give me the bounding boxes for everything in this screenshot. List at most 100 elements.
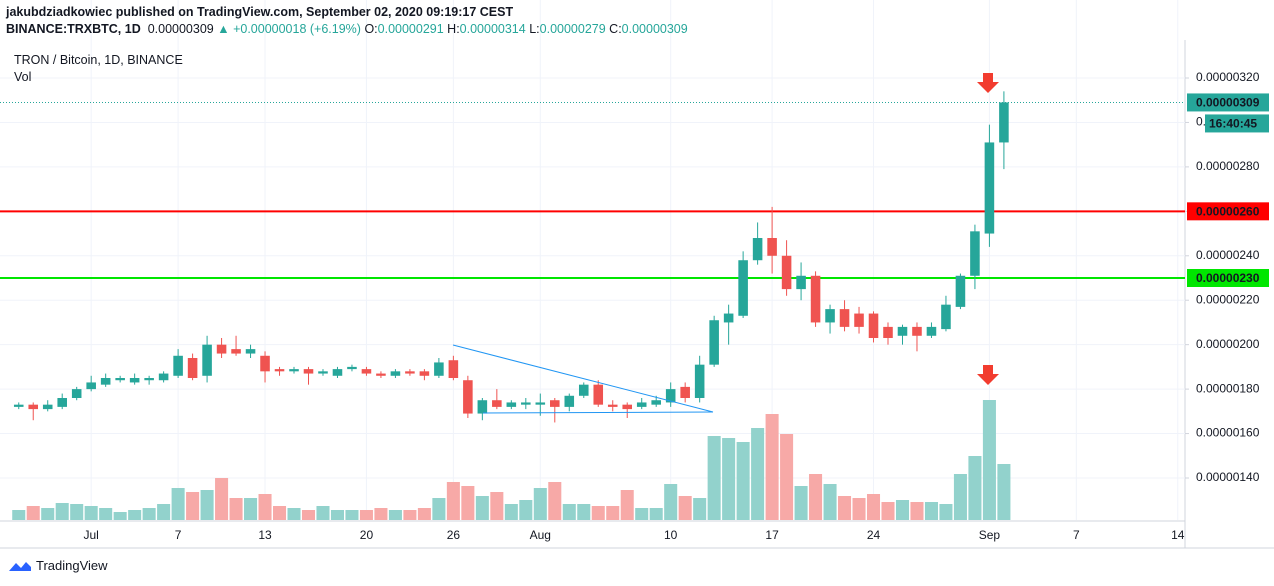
- last-price-label: 0.00000309: [1196, 96, 1260, 110]
- x-tick-label: 10: [664, 528, 678, 542]
- x-tick-label: Sep: [979, 528, 1001, 542]
- candle-body: [158, 373, 169, 381]
- volume-bar: [866, 494, 881, 520]
- candle-body: [506, 402, 517, 407]
- ohlc-value: 0.00000291: [377, 22, 444, 36]
- x-tick-label: 7: [175, 528, 182, 542]
- volume-bar: [852, 498, 866, 520]
- arrow: [977, 365, 999, 385]
- volume-bar: [620, 490, 634, 520]
- volume-bar: [591, 506, 605, 520]
- candle-body: [129, 378, 140, 383]
- candle-body: [636, 402, 647, 407]
- candle-body: [912, 326, 922, 336]
- candle-body: [665, 389, 676, 403]
- countdown-label: 16:40:45: [1209, 117, 1257, 131]
- volume-bar: [910, 502, 924, 520]
- candle-body: [434, 362, 444, 376]
- candle-body: [42, 404, 53, 410]
- candle-body: [767, 238, 777, 256]
- x-tick-label: 7: [1073, 528, 1080, 542]
- volume-bar: [200, 490, 214, 520]
- volume-bar: [244, 498, 258, 520]
- volume-bar: [504, 504, 518, 520]
- x-tick-label: 17: [765, 528, 779, 542]
- volume-bar: [519, 500, 533, 520]
- volume-bar: [823, 484, 837, 520]
- x-tick-label: Jul: [84, 528, 99, 542]
- volume-bar: [649, 508, 663, 520]
- candle-body: [578, 384, 589, 396]
- volume-bar: [475, 496, 489, 520]
- volume-pane: [12, 400, 1011, 520]
- triangle-drawing: [452, 344, 714, 414]
- volume-bar: [461, 486, 475, 520]
- y-tick-label: 0.00000180: [1196, 381, 1260, 395]
- candle-body: [144, 378, 154, 381]
- ohlc-value: 0.00000279: [539, 22, 606, 36]
- candle-body: [361, 369, 372, 374]
- ohlc-label: C:: [609, 22, 622, 36]
- ohlc-label: O:: [364, 22, 378, 36]
- candle-body: [376, 373, 386, 376]
- candle-body: [463, 380, 473, 414]
- symbol: BINANCE:TRXBTC, 1D: [6, 22, 141, 36]
- x-tick-label: 20: [360, 528, 374, 542]
- ohlc-value: 0.00000314: [459, 22, 526, 36]
- volume-bar: [229, 498, 243, 520]
- volume-bar: [968, 456, 982, 520]
- volume-bar: [533, 488, 547, 520]
- quote-line: BINANCE:TRXBTC, 1D 0.00000309 ▲ +0.00000…: [6, 21, 688, 38]
- candle-body: [680, 386, 690, 398]
- candle-body: [28, 404, 39, 410]
- volume-bar: [345, 510, 359, 520]
- arrow: [977, 73, 999, 93]
- y-tick-label: 0.00000320: [1196, 70, 1260, 84]
- y-tick-label: 0.00000140: [1196, 470, 1260, 484]
- volume-bar: [490, 492, 504, 520]
- ohlc-label: L:: [529, 22, 540, 36]
- candle-body: [999, 102, 1009, 143]
- volume-bar: [157, 504, 171, 520]
- candle-body: [984, 142, 995, 234]
- candle-body: [390, 371, 401, 376]
- volume-bar: [780, 434, 794, 520]
- volume-bar: [982, 400, 996, 520]
- volume-bar: [838, 496, 852, 520]
- candle-body: [216, 344, 227, 354]
- candle-body: [187, 358, 198, 378]
- logo: [9, 561, 31, 571]
- last-price-badge: [1187, 93, 1269, 112]
- volume-bar: [446, 482, 460, 520]
- volume-bar: [722, 438, 736, 520]
- candle-body: [752, 238, 763, 261]
- candle-body: [448, 360, 459, 378]
- candle-body: [521, 402, 531, 405]
- candle-body: [897, 326, 908, 336]
- volume-bar: [881, 502, 895, 520]
- volume-bar: [895, 500, 910, 520]
- candle-body: [419, 371, 430, 376]
- candle-body: [303, 369, 314, 374]
- x-tick-label: Aug: [530, 528, 551, 542]
- candle-body: [970, 231, 980, 276]
- candle-body: [86, 382, 96, 390]
- volume-bar: [809, 474, 823, 520]
- candle-body: [173, 355, 183, 376]
- candle-body: [593, 384, 604, 405]
- candle-body: [492, 400, 502, 407]
- candle-body: [347, 366, 357, 370]
- candle-body: [13, 404, 24, 407]
- candle-body: [941, 304, 951, 330]
- candle-body: [564, 395, 575, 407]
- ohlc: O:0.00000291 H:0.00000314 L:0.00000279 C…: [364, 22, 687, 36]
- candle-body: [810, 275, 821, 323]
- ohlc-label: H:: [447, 22, 460, 36]
- candle-body: [883, 326, 893, 338]
- volume-bar: [301, 510, 316, 520]
- volume-bar: [765, 414, 779, 520]
- candle-body: [289, 369, 299, 372]
- last-price: 0.00000309: [147, 22, 214, 36]
- volume-bar: [606, 506, 620, 520]
- volume-bar: [12, 510, 26, 520]
